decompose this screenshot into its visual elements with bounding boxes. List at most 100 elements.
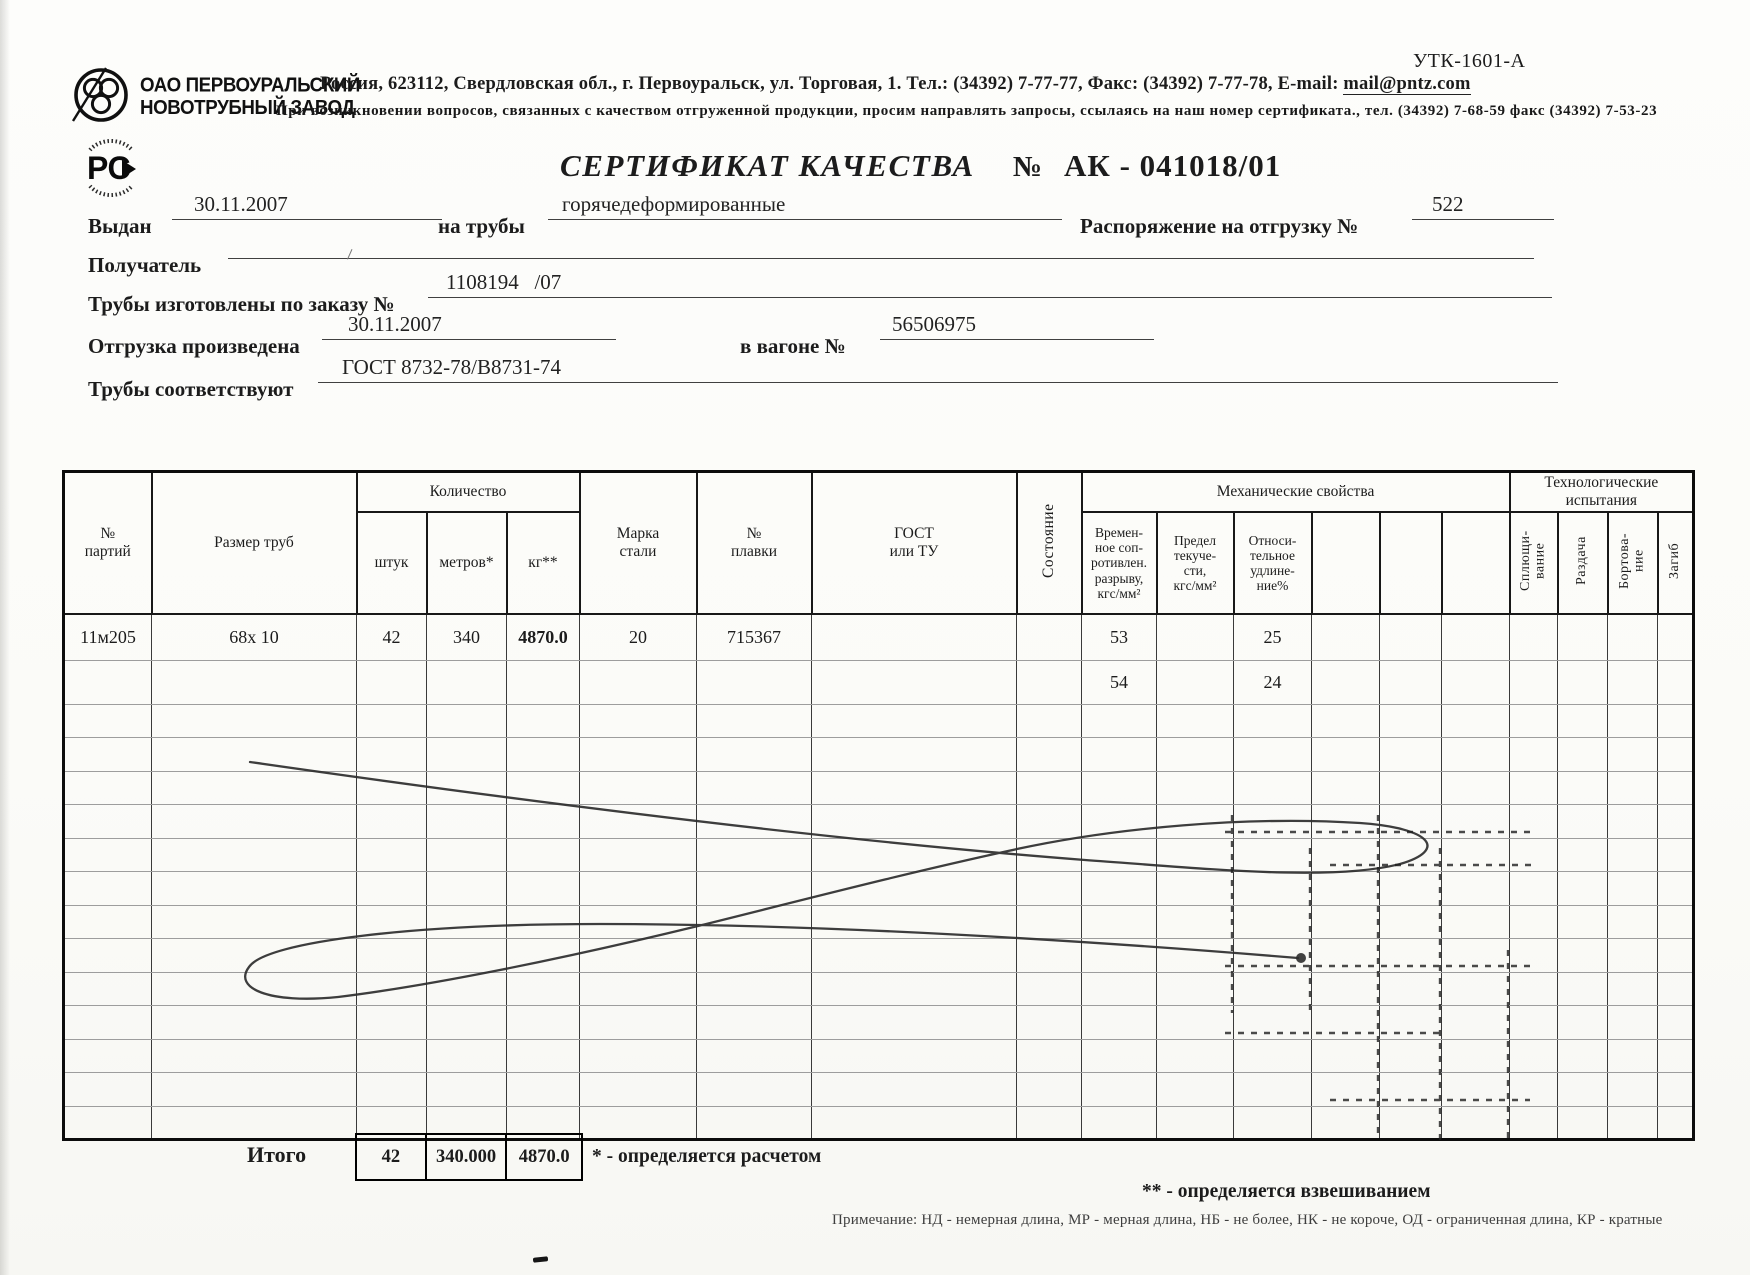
table-cell	[1657, 1005, 1695, 1040]
table-cell	[1657, 771, 1695, 806]
col-header-steel-grade: Марка стали	[578, 470, 698, 616]
col-header-bend: Загиб	[1656, 510, 1695, 616]
table-cell	[1509, 1039, 1559, 1074]
table-cell	[1156, 1072, 1234, 1107]
table-cell	[579, 838, 697, 873]
table-cell	[1233, 737, 1312, 772]
table-cell: 25	[1233, 613, 1312, 661]
table-cell	[1016, 704, 1082, 739]
address-line: Россия, 623112, Свердловская обл., г. Пе…	[320, 74, 1500, 95]
table-cell: 715367	[696, 613, 812, 661]
col-header-yield: Предел текуче- сти, кгс/мм²	[1155, 510, 1235, 616]
table-cell	[506, 838, 580, 873]
table-cell	[1379, 838, 1442, 873]
table-cell	[1557, 704, 1609, 739]
address-text: Россия, 623112, Свердловская обл., г. Пе…	[320, 74, 1344, 94]
made-by-order-label: Трубы изготовлены по заказу №	[88, 292, 395, 316]
table-cell	[63, 1039, 152, 1074]
table-cell	[1233, 838, 1312, 873]
table-cell	[1311, 1039, 1380, 1074]
table-cell	[506, 804, 580, 839]
table-cell	[811, 613, 1017, 661]
table-cell	[63, 704, 152, 739]
table-cell	[1311, 972, 1380, 1007]
table-cell	[1311, 1106, 1380, 1141]
table-cell	[579, 704, 697, 739]
table-cell	[506, 737, 580, 772]
table-cell	[1557, 613, 1609, 661]
table-cell	[1440, 1005, 1511, 1040]
table-cell	[1509, 660, 1559, 705]
table-cell	[1016, 1072, 1082, 1107]
table-cell	[1081, 871, 1157, 906]
col-group-tech-tests: Технологические испытания	[1508, 470, 1695, 513]
col-header-pieces: штук	[355, 510, 428, 616]
company-name-line2: НОВОТРУБНЫЙ ЗАВОД	[140, 96, 355, 120]
table-cell	[1440, 838, 1511, 873]
table-cell	[1509, 771, 1559, 806]
table-cell	[1081, 1106, 1157, 1141]
table-cell	[579, 1039, 697, 1074]
table-cell	[1081, 972, 1157, 1007]
flattening-vertical-label: Сплющи- вание	[1517, 530, 1548, 591]
table-cell	[811, 1039, 1017, 1074]
table-cell	[1311, 613, 1380, 661]
table-cell	[356, 1039, 427, 1074]
table-cell	[579, 804, 697, 839]
table-cell	[426, 938, 507, 973]
table-cell	[1657, 613, 1695, 661]
table-cell	[1657, 704, 1695, 739]
table-cell	[1607, 1005, 1659, 1040]
table-cell	[506, 704, 580, 739]
table-cell	[1440, 871, 1511, 906]
table-cell	[1379, 1039, 1442, 1074]
table-cell	[1081, 938, 1157, 973]
footnote-calculated: * - определяется расчетом	[592, 1146, 822, 1167]
total-pieces: 42	[381, 1146, 401, 1167]
table-cell	[1607, 660, 1659, 705]
table-cell	[1379, 613, 1442, 661]
col-header-meters: метров*	[425, 510, 508, 616]
table-cell	[1233, 972, 1312, 1007]
table-cell	[1509, 1072, 1559, 1107]
table-cell	[506, 938, 580, 973]
table-cell	[1233, 938, 1312, 973]
table-cell	[579, 972, 697, 1007]
table-cell	[811, 838, 1017, 873]
total-label: Итого	[247, 1142, 307, 1167]
table-cell	[1557, 1005, 1609, 1040]
table-cell	[1557, 905, 1609, 940]
company-logo: ОАО ПЕРВОУРАЛЬСКИЙ НОВОТРУБНЫЙ ЗАВОД	[70, 64, 369, 131]
bend-vertical-label: Загиб	[1666, 542, 1682, 579]
table-row: 11м205 68х 10 42 340 4870.0 20 715367 53 25	[63, 613, 1695, 661]
table-cell: 340	[426, 613, 507, 661]
table-row	[63, 737, 1695, 772]
table-cell	[63, 838, 152, 873]
table-cell	[1657, 804, 1695, 839]
table-cell: 54	[1081, 660, 1157, 705]
table-cell	[1379, 1005, 1442, 1040]
table-cell	[63, 804, 152, 839]
table-cell	[151, 938, 357, 973]
table-cell	[151, 1039, 357, 1074]
table-cell	[1607, 613, 1659, 661]
table-cell	[696, 905, 812, 940]
table-row	[63, 771, 1695, 806]
table-cell	[696, 972, 812, 1007]
table-cell	[696, 771, 812, 806]
table-cell	[1440, 1106, 1511, 1141]
table-row	[63, 1005, 1695, 1040]
col-header-elongation: Относи- тельное удлине- ние%	[1232, 510, 1313, 616]
table-cell	[1607, 771, 1659, 806]
table-cell	[1081, 804, 1157, 839]
table-cell	[1156, 804, 1234, 839]
table-cell	[1016, 1106, 1082, 1141]
table-cell	[1379, 660, 1442, 705]
rst-certification-mark-icon: РС	[80, 134, 142, 205]
col-header-mech-extra3	[1440, 510, 1511, 616]
table-cell	[356, 1072, 427, 1107]
table-cell	[356, 771, 427, 806]
table-cell	[63, 660, 152, 705]
table-cell	[1156, 613, 1234, 661]
table-cell	[579, 938, 697, 973]
